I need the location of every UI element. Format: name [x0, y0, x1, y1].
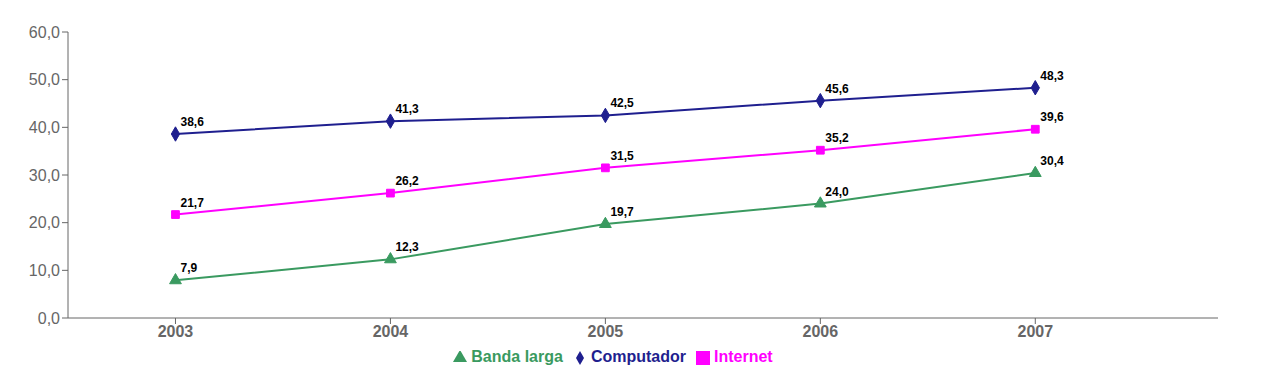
svg-text:39,6: 39,6 [1040, 110, 1064, 124]
svg-text:48,3: 48,3 [1040, 69, 1064, 83]
svg-text:35,2: 35,2 [825, 131, 849, 145]
svg-text:21,7: 21,7 [180, 196, 204, 210]
svg-text:0,0: 0,0 [38, 310, 60, 327]
svg-text:2005: 2005 [588, 323, 624, 340]
svg-text:30,4: 30,4 [1040, 154, 1064, 168]
svg-text:38,6: 38,6 [180, 115, 204, 129]
svg-text:2007: 2007 [1017, 323, 1053, 340]
svg-text:40,0: 40,0 [29, 119, 60, 136]
svg-text:45,6: 45,6 [825, 82, 849, 96]
svg-text:10,0: 10,0 [29, 262, 60, 279]
svg-text:2004: 2004 [373, 323, 409, 340]
svg-text:50,0: 50,0 [29, 71, 60, 88]
svg-text:19,7: 19,7 [610, 205, 634, 219]
svg-text:60,0: 60,0 [29, 24, 60, 41]
svg-text:24,0: 24,0 [825, 185, 849, 199]
svg-text:7,9: 7,9 [180, 261, 197, 275]
svg-text:41,3: 41,3 [395, 102, 419, 116]
html-text:Internet: Internet [714, 348, 773, 365]
svg-text:30,0: 30,0 [29, 167, 60, 184]
svg-text:42,5: 42,5 [610, 96, 634, 110]
svg-text:20,0: 20,0 [29, 214, 60, 231]
svg-text:31,5: 31,5 [610, 149, 634, 163]
html-text:Computador: Computador [590, 348, 686, 365]
html-text:Banda larga: Banda larga [471, 348, 563, 365]
svg-text:12,3: 12,3 [395, 240, 419, 254]
svg-text:2006: 2006 [803, 323, 839, 340]
svg-text:26,2: 26,2 [395, 174, 419, 188]
svg-text:2003: 2003 [158, 323, 194, 340]
